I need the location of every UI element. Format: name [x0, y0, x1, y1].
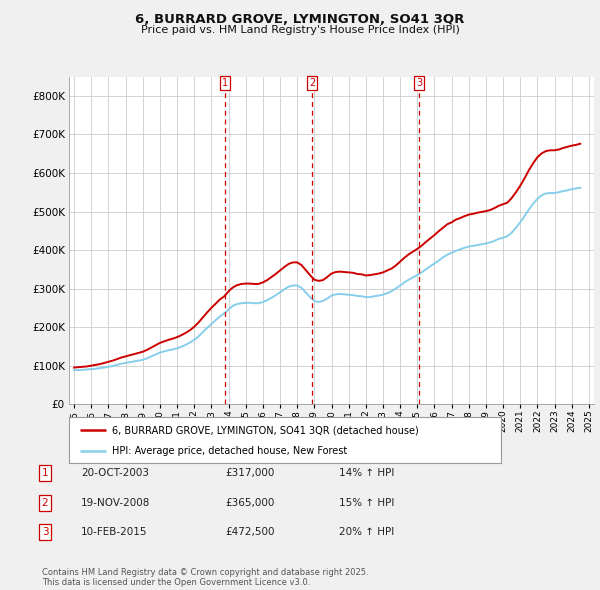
- Text: 3: 3: [41, 527, 49, 537]
- Text: Contains HM Land Registry data © Crown copyright and database right 2025.
This d: Contains HM Land Registry data © Crown c…: [42, 568, 368, 587]
- Text: HPI: Average price, detached house, New Forest: HPI: Average price, detached house, New …: [112, 446, 347, 456]
- Text: 1: 1: [41, 468, 49, 478]
- Text: £365,000: £365,000: [225, 498, 274, 507]
- Text: 15% ↑ HPI: 15% ↑ HPI: [339, 498, 394, 507]
- Text: 19-NOV-2008: 19-NOV-2008: [81, 498, 151, 507]
- Text: Price paid vs. HM Land Registry's House Price Index (HPI): Price paid vs. HM Land Registry's House …: [140, 25, 460, 35]
- Text: 10-FEB-2015: 10-FEB-2015: [81, 527, 148, 537]
- Text: 14% ↑ HPI: 14% ↑ HPI: [339, 468, 394, 478]
- Text: 6, BURRARD GROVE, LYMINGTON, SO41 3QR (detached house): 6, BURRARD GROVE, LYMINGTON, SO41 3QR (d…: [112, 425, 419, 435]
- Text: 2: 2: [41, 498, 49, 507]
- Text: £317,000: £317,000: [225, 468, 274, 478]
- Text: 2: 2: [309, 78, 316, 88]
- Text: 20% ↑ HPI: 20% ↑ HPI: [339, 527, 394, 537]
- Text: 20-OCT-2003: 20-OCT-2003: [81, 468, 149, 478]
- Text: £472,500: £472,500: [225, 527, 275, 537]
- Text: 3: 3: [416, 78, 422, 88]
- Text: 6, BURRARD GROVE, LYMINGTON, SO41 3QR: 6, BURRARD GROVE, LYMINGTON, SO41 3QR: [136, 13, 464, 26]
- Text: 1: 1: [222, 78, 228, 88]
